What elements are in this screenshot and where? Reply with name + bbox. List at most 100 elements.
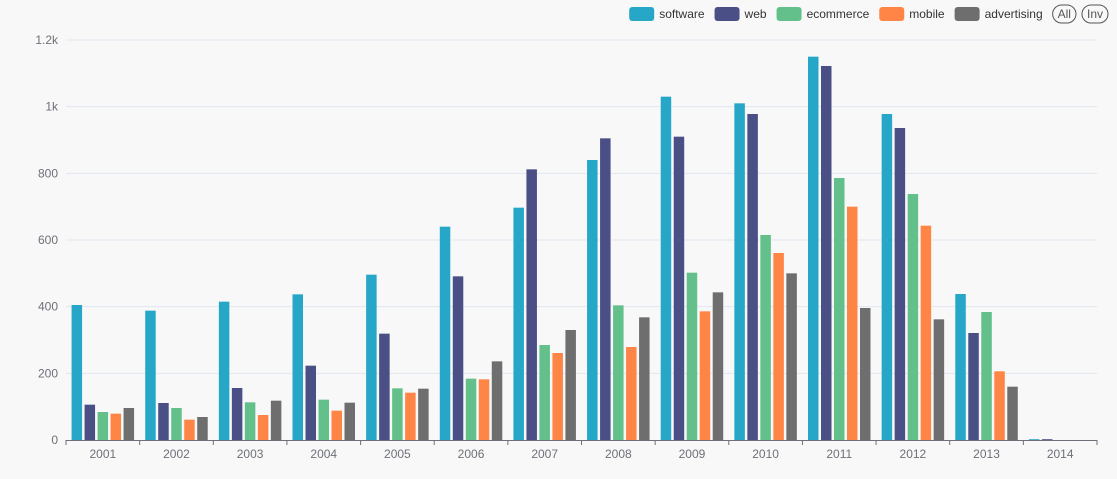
bar-web[interactable] <box>526 169 537 441</box>
bar-ecommerce[interactable] <box>465 378 477 440</box>
bar-web[interactable] <box>452 276 464 440</box>
bar-ecommerce[interactable] <box>834 178 845 440</box>
x-tick-label: 2010 <box>752 447 779 461</box>
bar-web[interactable] <box>968 333 979 440</box>
x-tick-label: 2014 <box>1047 447 1074 461</box>
legend-button-label: All <box>1058 7 1071 21</box>
bar-mobile[interactable] <box>773 253 784 440</box>
bar-software[interactable] <box>439 226 451 440</box>
legend-swatch <box>629 7 655 21</box>
bar-advertising[interactable] <box>123 408 135 440</box>
bar-software[interactable] <box>660 96 672 441</box>
bar-mobile[interactable] <box>110 413 122 440</box>
bar-advertising[interactable] <box>1007 386 1018 440</box>
bar-mobile[interactable] <box>552 353 563 440</box>
x-tick-label: 2009 <box>679 447 706 461</box>
bar-software[interactable] <box>587 160 598 440</box>
bar-advertising[interactable] <box>565 330 576 440</box>
x-tick-label: 2012 <box>900 447 927 461</box>
bar-ecommerce[interactable] <box>171 408 182 440</box>
bar-software[interactable] <box>734 103 745 440</box>
bar-mobile[interactable] <box>331 410 343 440</box>
bar-ecommerce[interactable] <box>392 388 403 440</box>
bar-advertising[interactable] <box>712 292 724 440</box>
bar-advertising[interactable] <box>639 317 650 440</box>
bar-advertising[interactable] <box>933 319 945 440</box>
bar-ecommerce[interactable] <box>97 412 109 440</box>
bar-web[interactable] <box>747 114 758 440</box>
bar-software[interactable] <box>1028 439 1040 440</box>
legend-swatch <box>879 7 905 21</box>
bar-ecommerce[interactable] <box>760 235 771 440</box>
legend-item-web[interactable]: web <box>714 7 767 21</box>
bar-software[interactable] <box>145 310 156 440</box>
legend[interactable]: software web ecommerce mobile advertising All… <box>629 4 1109 24</box>
bar-ecommerce[interactable] <box>539 345 550 440</box>
bar-ecommerce[interactable] <box>244 402 256 440</box>
legend-all-button[interactable]: All <box>1052 4 1077 24</box>
bar-mobile[interactable] <box>257 415 269 440</box>
bar-ecommerce[interactable] <box>907 194 919 440</box>
bar-software[interactable] <box>955 294 966 440</box>
y-tick-label: 1k <box>45 100 59 114</box>
bar-web[interactable] <box>305 365 317 440</box>
bar-web[interactable] <box>379 333 390 440</box>
bars <box>71 56 1053 441</box>
legend-item-advertising[interactable]: advertising <box>954 7 1043 21</box>
bar-ecommerce[interactable] <box>318 399 330 440</box>
legend-item-software[interactable]: software <box>629 7 705 21</box>
bar-mobile[interactable] <box>478 379 490 440</box>
x-tick-label: 2003 <box>237 447 264 461</box>
bar-advertising[interactable] <box>418 388 429 440</box>
bar-web[interactable] <box>231 388 243 440</box>
bar-software[interactable] <box>292 294 304 440</box>
bar-web[interactable] <box>1041 439 1053 440</box>
y-tick-label: 0 <box>51 433 58 447</box>
bar-software[interactable] <box>71 305 83 440</box>
bar-advertising[interactable] <box>197 417 208 440</box>
bar-advertising[interactable] <box>270 400 282 440</box>
bar-mobile[interactable] <box>994 371 1005 440</box>
y-tick-label: 800 <box>38 166 58 180</box>
bar-mobile[interactable] <box>405 392 416 440</box>
legend-label: advertising <box>985 7 1043 21</box>
bar-software[interactable] <box>366 274 377 440</box>
bar-advertising[interactable] <box>786 273 797 440</box>
x-tick-label: 2013 <box>973 447 1000 461</box>
bar-web[interactable] <box>821 66 832 440</box>
legend-item-mobile[interactable]: mobile <box>879 7 945 21</box>
bar-mobile[interactable] <box>626 347 637 440</box>
bar-advertising[interactable] <box>860 308 871 440</box>
bar-ecommerce[interactable] <box>686 272 698 440</box>
bar-software[interactable] <box>218 301 230 440</box>
legend-button-outline <box>1081 4 1109 24</box>
bar-mobile[interactable] <box>699 311 711 440</box>
bar-software[interactable] <box>881 114 893 440</box>
bar-web[interactable] <box>894 128 906 440</box>
legend-item-ecommerce[interactable]: ecommerce <box>776 7 870 21</box>
bar-web[interactable] <box>158 403 169 440</box>
bar-advertising[interactable] <box>491 361 503 440</box>
legend-label: web <box>744 7 767 21</box>
bar-web[interactable] <box>84 404 96 440</box>
bar-ecommerce[interactable] <box>613 305 624 440</box>
legend-swatch <box>954 7 980 21</box>
x-tick-label: 2004 <box>310 447 337 461</box>
bar-web[interactable] <box>600 138 611 441</box>
legend-button-label: Inv <box>1087 7 1103 21</box>
bar-mobile[interactable] <box>184 419 195 440</box>
legend-inverse-button[interactable]: Inv <box>1081 4 1109 24</box>
x-tick-label: 2011 <box>826 447 852 461</box>
bar-ecommerce[interactable] <box>981 312 992 440</box>
bar-mobile[interactable] <box>847 206 858 440</box>
bar-advertising[interactable] <box>344 402 356 440</box>
legend-label: software <box>659 7 705 21</box>
x-tick-label: 2001 <box>89 447 116 461</box>
x-tick-label: 2005 <box>384 447 411 461</box>
x-axis: 2001 2002 2003 2004 2005 2006 2007 2008 2009 2010… <box>65 440 1098 461</box>
bar-mobile[interactable] <box>920 225 932 440</box>
bar-software[interactable] <box>513 207 524 440</box>
bar-web[interactable] <box>673 136 685 440</box>
bar-software[interactable] <box>808 56 819 441</box>
